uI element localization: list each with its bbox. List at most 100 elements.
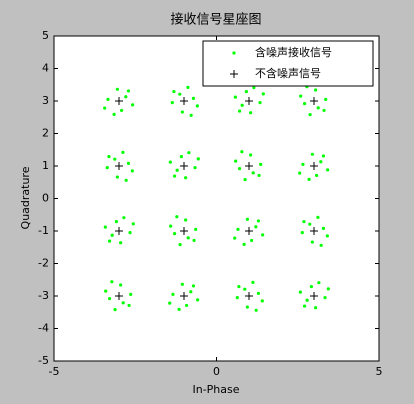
point <box>180 292 188 300</box>
point <box>314 88 318 92</box>
point <box>234 159 238 163</box>
y-tick-label: -5 <box>38 354 49 367</box>
point <box>252 86 256 90</box>
point <box>168 301 172 305</box>
plus-stroke <box>245 227 253 235</box>
point <box>250 238 254 243</box>
point <box>172 89 176 94</box>
plus-stroke <box>180 227 188 235</box>
point <box>244 89 248 94</box>
point <box>129 292 133 296</box>
point <box>128 231 132 235</box>
point <box>126 161 131 165</box>
point <box>107 297 112 301</box>
x-tick-label: -5 <box>49 365 60 378</box>
point <box>257 173 261 178</box>
point <box>119 283 123 287</box>
x-tick-label: 5 <box>376 365 383 378</box>
point <box>245 97 253 105</box>
plus-stroke <box>115 162 123 170</box>
point <box>249 111 253 115</box>
point <box>121 301 125 305</box>
y-tick-label: 1 <box>42 159 49 172</box>
point <box>259 162 263 166</box>
y-axis-label: Quadrature <box>19 166 32 229</box>
point <box>317 281 321 285</box>
legend-box <box>202 40 374 87</box>
point <box>245 217 249 221</box>
plus-stroke <box>115 227 123 235</box>
point <box>298 171 302 175</box>
point <box>299 94 303 98</box>
legend-marker <box>230 70 238 78</box>
point <box>115 87 119 91</box>
point <box>112 112 116 116</box>
point <box>127 303 131 308</box>
point <box>186 85 190 89</box>
point <box>179 154 183 159</box>
point <box>113 157 117 161</box>
point <box>103 225 107 229</box>
point <box>314 306 318 310</box>
point <box>168 160 172 164</box>
point <box>131 222 135 226</box>
point <box>260 299 264 303</box>
point <box>245 162 253 170</box>
point <box>119 241 123 245</box>
point <box>302 102 307 106</box>
legend-marker <box>232 51 236 55</box>
point <box>103 106 107 110</box>
point <box>180 110 184 114</box>
point <box>310 240 314 244</box>
point <box>178 92 182 96</box>
point <box>193 166 197 170</box>
point <box>251 171 255 175</box>
point <box>315 173 319 178</box>
point <box>124 95 128 99</box>
point <box>120 108 124 113</box>
point <box>186 236 190 240</box>
point <box>308 222 312 226</box>
point <box>107 154 111 159</box>
point <box>237 167 242 171</box>
point <box>310 152 314 156</box>
point <box>258 101 262 105</box>
point <box>196 157 200 161</box>
point <box>308 113 312 117</box>
plus-stroke <box>310 227 318 235</box>
point <box>184 218 188 222</box>
point <box>178 243 182 247</box>
point <box>321 226 326 230</box>
point <box>110 280 114 284</box>
point <box>240 103 244 107</box>
plus-stroke <box>245 97 253 105</box>
point <box>302 304 307 308</box>
point <box>180 282 184 286</box>
point <box>195 104 199 108</box>
point <box>310 292 318 300</box>
point <box>107 239 112 243</box>
chart-title: 接收信号星座图 <box>170 12 261 28</box>
point <box>192 238 196 243</box>
point <box>113 308 117 312</box>
point <box>191 284 196 288</box>
point <box>240 150 244 154</box>
point <box>254 308 258 312</box>
point <box>249 153 253 157</box>
plus-stroke <box>180 97 188 105</box>
point <box>316 215 320 219</box>
point <box>256 291 261 295</box>
point <box>319 243 323 247</box>
point <box>237 284 241 289</box>
plus-stroke <box>310 292 318 300</box>
y-tick-label: -1 <box>38 224 49 237</box>
plus-stroke <box>310 162 318 170</box>
y-tick-label: 3 <box>42 94 49 107</box>
point <box>172 232 177 236</box>
point <box>316 106 320 110</box>
point <box>105 166 109 170</box>
point <box>301 162 305 166</box>
y-tick-label: -4 <box>38 322 49 335</box>
